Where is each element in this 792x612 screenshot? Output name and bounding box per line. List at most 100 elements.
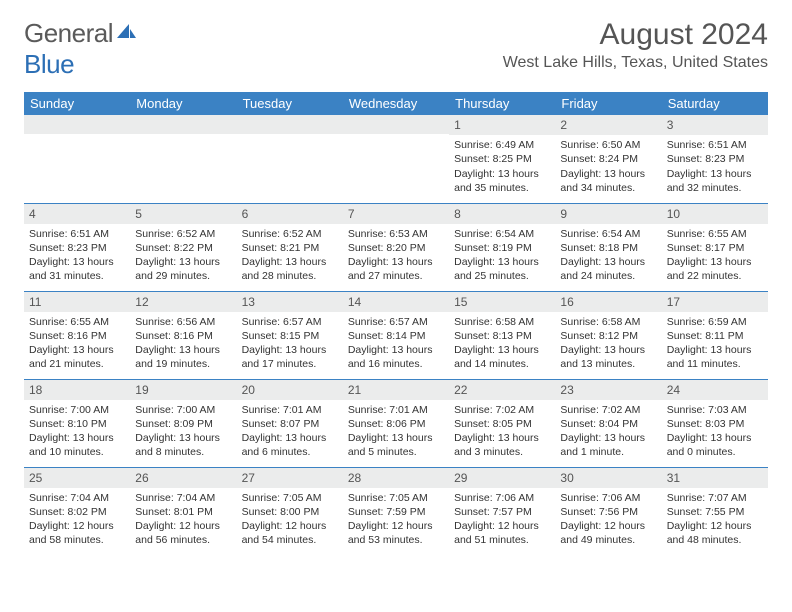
header: GeneralBlue August 2024 West Lake Hills,… bbox=[0, 0, 792, 88]
calendar-cell: 16Sunrise: 6:58 AMSunset: 8:12 PMDayligh… bbox=[555, 291, 661, 379]
day-header: Saturday bbox=[662, 92, 768, 115]
daylight-line: Daylight: 13 hours and 28 minutes. bbox=[242, 255, 338, 283]
daylight-line: Daylight: 13 hours and 24 minutes. bbox=[560, 255, 656, 283]
calendar-cell bbox=[237, 115, 343, 203]
day-header: Thursday bbox=[449, 92, 555, 115]
day-number: 17 bbox=[662, 292, 768, 312]
sunrise-line: Sunrise: 7:05 AM bbox=[242, 491, 338, 505]
calendar-cell: 15Sunrise: 6:58 AMSunset: 8:13 PMDayligh… bbox=[449, 291, 555, 379]
sunrise-line: Sunrise: 6:59 AM bbox=[667, 315, 763, 329]
day-header: Wednesday bbox=[343, 92, 449, 115]
daylight-line: Daylight: 13 hours and 32 minutes. bbox=[667, 167, 763, 195]
daylight-line: Daylight: 13 hours and 6 minutes. bbox=[242, 431, 338, 459]
daylight-line: Daylight: 13 hours and 25 minutes. bbox=[454, 255, 550, 283]
calendar-header-row: SundayMondayTuesdayWednesdayThursdayFrid… bbox=[24, 92, 768, 115]
daylight-line: Daylight: 13 hours and 22 minutes. bbox=[667, 255, 763, 283]
sunset-line: Sunset: 8:23 PM bbox=[29, 241, 125, 255]
day-details: Sunrise: 6:58 AMSunset: 8:13 PMDaylight:… bbox=[449, 312, 555, 375]
calendar-cell: 31Sunrise: 7:07 AMSunset: 7:55 PMDayligh… bbox=[662, 467, 768, 555]
sunset-line: Sunset: 8:11 PM bbox=[667, 329, 763, 343]
daylight-line: Daylight: 13 hours and 27 minutes. bbox=[348, 255, 444, 283]
sunrise-line: Sunrise: 6:52 AM bbox=[135, 227, 231, 241]
sunset-line: Sunset: 8:19 PM bbox=[454, 241, 550, 255]
calendar-cell: 27Sunrise: 7:05 AMSunset: 8:00 PMDayligh… bbox=[237, 467, 343, 555]
sunset-line: Sunset: 7:59 PM bbox=[348, 505, 444, 519]
sunrise-line: Sunrise: 7:06 AM bbox=[454, 491, 550, 505]
daylight-line: Daylight: 12 hours and 53 minutes. bbox=[348, 519, 444, 547]
brand-text: GeneralBlue bbox=[24, 18, 137, 80]
calendar-cell: 14Sunrise: 6:57 AMSunset: 8:14 PMDayligh… bbox=[343, 291, 449, 379]
calendar-cell: 12Sunrise: 6:56 AMSunset: 8:16 PMDayligh… bbox=[130, 291, 236, 379]
calendar-cell: 8Sunrise: 6:54 AMSunset: 8:19 PMDaylight… bbox=[449, 203, 555, 291]
day-details: Sunrise: 6:51 AMSunset: 8:23 PMDaylight:… bbox=[662, 135, 768, 198]
sunset-line: Sunset: 8:02 PM bbox=[29, 505, 125, 519]
sunrise-line: Sunrise: 6:51 AM bbox=[29, 227, 125, 241]
empty-day-strip bbox=[24, 115, 130, 134]
sunrise-line: Sunrise: 6:51 AM bbox=[667, 138, 763, 152]
day-header: Tuesday bbox=[237, 92, 343, 115]
day-number: 25 bbox=[24, 468, 130, 488]
sunset-line: Sunset: 7:56 PM bbox=[560, 505, 656, 519]
day-details: Sunrise: 6:59 AMSunset: 8:11 PMDaylight:… bbox=[662, 312, 768, 375]
day-details: Sunrise: 6:58 AMSunset: 8:12 PMDaylight:… bbox=[555, 312, 661, 375]
day-number: 27 bbox=[237, 468, 343, 488]
daylight-line: Daylight: 13 hours and 31 minutes. bbox=[29, 255, 125, 283]
sunrise-line: Sunrise: 6:58 AM bbox=[454, 315, 550, 329]
sunset-line: Sunset: 8:17 PM bbox=[667, 241, 763, 255]
calendar-cell: 6Sunrise: 6:52 AMSunset: 8:21 PMDaylight… bbox=[237, 203, 343, 291]
day-number: 11 bbox=[24, 292, 130, 312]
day-details: Sunrise: 6:55 AMSunset: 8:16 PMDaylight:… bbox=[24, 312, 130, 375]
day-number: 26 bbox=[130, 468, 236, 488]
sunrise-line: Sunrise: 7:02 AM bbox=[454, 403, 550, 417]
brand-part1: General bbox=[24, 18, 113, 48]
sunrise-line: Sunrise: 6:54 AM bbox=[560, 227, 656, 241]
day-number: 22 bbox=[449, 380, 555, 400]
calendar-cell: 25 Sunrise: 7:04 AMSunset: 8:02 PMDayligh… bbox=[24, 467, 130, 555]
calendar-cell: 3Sunrise: 6:51 AMSunset: 8:23 PMDaylight… bbox=[662, 115, 768, 203]
day-number: 1 bbox=[449, 115, 555, 135]
day-number: 2 bbox=[555, 115, 661, 135]
daylight-line: Daylight: 12 hours and 54 minutes. bbox=[242, 519, 338, 547]
day-header: Monday bbox=[130, 92, 236, 115]
calendar-cell: 29Sunrise: 7:06 AMSunset: 7:57 PMDayligh… bbox=[449, 467, 555, 555]
day-details: Sunrise: 6:57 AMSunset: 8:15 PMDaylight:… bbox=[237, 312, 343, 375]
daylight-line: Daylight: 13 hours and 29 minutes. bbox=[135, 255, 231, 283]
calendar-cell: 11Sunrise: 6:55 AMSunset: 8:16 PMDayligh… bbox=[24, 291, 130, 379]
daylight-line: Daylight: 13 hours and 19 minutes. bbox=[135, 343, 231, 371]
calendar-cell: 18Sunrise: 7:00 AMSunset: 8:10 PMDayligh… bbox=[24, 379, 130, 467]
location-label: West Lake Hills, Texas, United States bbox=[503, 54, 768, 72]
daylight-line: Daylight: 13 hours and 34 minutes. bbox=[560, 167, 656, 195]
sunrise-line: Sunrise: 6:55 AM bbox=[667, 227, 763, 241]
daylight-line: Daylight: 13 hours and 0 minutes. bbox=[667, 431, 763, 459]
day-details: Sunrise: 7:02 AMSunset: 8:04 PMDaylight:… bbox=[555, 400, 661, 463]
daylight-line: Daylight: 12 hours and 48 minutes. bbox=[667, 519, 763, 547]
day-number: 7 bbox=[343, 204, 449, 224]
sunset-line: Sunset: 8:14 PM bbox=[348, 329, 444, 343]
sunrise-line: Sunrise: 7:02 AM bbox=[560, 403, 656, 417]
sunrise-line: Sunrise: 7:00 AM bbox=[135, 403, 231, 417]
sunset-line: Sunset: 8:18 PM bbox=[560, 241, 656, 255]
sunset-line: Sunset: 7:55 PM bbox=[667, 505, 763, 519]
sunset-line: Sunset: 8:01 PM bbox=[135, 505, 231, 519]
calendar-cell: 13Sunrise: 6:57 AMSunset: 8:15 PMDayligh… bbox=[237, 291, 343, 379]
sunrise-line: Sunrise: 6:55 AM bbox=[29, 315, 125, 329]
day-details: Sunrise: 7:00 AMSunset: 8:09 PMDaylight:… bbox=[130, 400, 236, 463]
sunrise-line: Sunrise: 7:04 AM bbox=[29, 491, 125, 505]
day-details: Sunrise: 6:54 AMSunset: 8:18 PMDaylight:… bbox=[555, 224, 661, 287]
sunset-line: Sunset: 8:13 PM bbox=[454, 329, 550, 343]
day-details: Sunrise: 6:50 AMSunset: 8:24 PMDaylight:… bbox=[555, 135, 661, 198]
calendar-body: 1Sunrise: 6:49 AMSunset: 8:25 PMDaylight… bbox=[24, 115, 768, 555]
day-details: Sunrise: 6:55 AMSunset: 8:17 PMDaylight:… bbox=[662, 224, 768, 287]
day-number: 6 bbox=[237, 204, 343, 224]
daylight-line: Daylight: 12 hours and 58 minutes. bbox=[29, 519, 125, 547]
sunset-line: Sunset: 8:21 PM bbox=[242, 241, 338, 255]
sunset-line: Sunset: 8:16 PM bbox=[135, 329, 231, 343]
calendar-cell: 23Sunrise: 7:02 AMSunset: 8:04 PMDayligh… bbox=[555, 379, 661, 467]
calendar-week-row: 1Sunrise: 6:49 AMSunset: 8:25 PMDaylight… bbox=[24, 115, 768, 203]
sunrise-line: Sunrise: 6:53 AM bbox=[348, 227, 444, 241]
day-details: Sunrise: 6:57 AMSunset: 8:14 PMDaylight:… bbox=[343, 312, 449, 375]
calendar-cell bbox=[130, 115, 236, 203]
day-number: 3 bbox=[662, 115, 768, 135]
sunset-line: Sunset: 8:23 PM bbox=[667, 152, 763, 166]
sunrise-line: Sunrise: 7:00 AM bbox=[29, 403, 125, 417]
